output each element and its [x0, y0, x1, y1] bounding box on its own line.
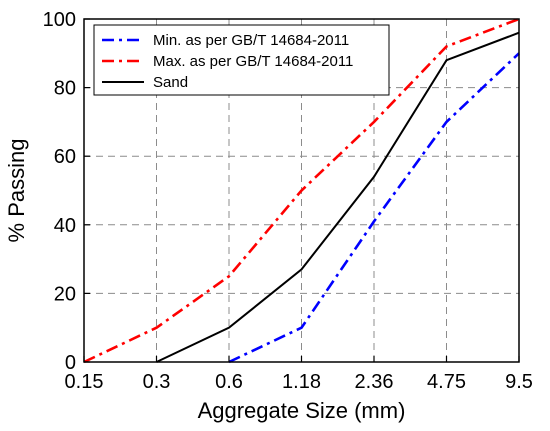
y-axis-title: % Passing — [4, 139, 29, 243]
y-tick-label: 60 — [54, 146, 76, 168]
y-tick-label: 100 — [43, 9, 76, 31]
x-tick-label: 2.36 — [355, 371, 394, 393]
x-tick-label: 1.18 — [282, 371, 321, 393]
x-tick-label: 9.5 — [505, 371, 533, 393]
series-line — [156, 31, 520, 363]
x-tick-label: 0.15 — [65, 371, 104, 393]
y-tick-label: 40 — [54, 215, 76, 237]
x-tick-label: 0.3 — [143, 371, 171, 393]
series-line — [228, 52, 520, 364]
x-tick-label: 0.6 — [215, 371, 243, 393]
axis-ticks: 0.15 0.3 0.6 1.18 2.36 4.75 9.5 0 20 40 60 80 100 — [43, 9, 533, 393]
y-tick-label: 20 — [54, 283, 76, 305]
y-tick-label: 0 — [65, 352, 76, 374]
series-lines — [83, 17, 520, 364]
legend-label: Max. as per GB/T 14684-2011 — [153, 53, 353, 70]
legend-label: Min. as per GB/T 14684-2011 — [153, 32, 349, 49]
legend-box — [93, 24, 390, 96]
x-axis-title: Aggregate Size (mm) — [198, 398, 406, 423]
y-tick-label: 80 — [54, 78, 76, 100]
x-tick-label: 4.75 — [427, 371, 466, 393]
series-line — [83, 17, 520, 364]
legend-label: Sand — [153, 74, 188, 91]
legend: Min. as per GB/T 14684-2011 Max. as per G… — [93, 24, 390, 96]
